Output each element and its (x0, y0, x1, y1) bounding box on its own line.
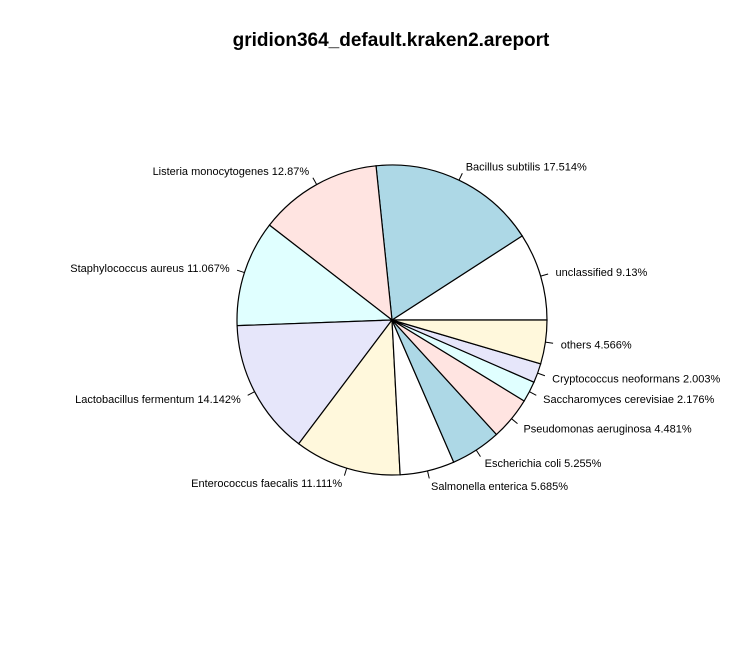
pie-slice (236, 224, 394, 327)
pie-slices (236, 164, 548, 476)
pie-slice-label: others 4.566% (561, 339, 632, 351)
pie-label-tick (540, 273, 549, 277)
pie-slice (375, 164, 524, 322)
pie-slice-label: Staphylococcus aureus 11.067% (70, 263, 230, 275)
pie-slice (391, 319, 548, 365)
pie-slice-label: Listeria monocytogenes 12.87% (153, 166, 310, 178)
pie-label-tick (247, 391, 255, 396)
pie-slice-label: Cryptococcus neoformans 2.003% (552, 373, 720, 385)
pie-slice-label: Saccharomyces cerevisiae 2.176% (543, 394, 714, 406)
pie-slice (297, 318, 401, 476)
pie-label-tick (511, 418, 518, 425)
pie-label-tick (475, 449, 481, 457)
chart-title: gridion364_default.kraken2.areport (233, 30, 550, 51)
pie-label-tick (529, 391, 537, 396)
pie-slice-label: Bacillus subtilis 17.514% (466, 161, 587, 173)
pie-slice-label: Escherichia coli 5.255% (485, 458, 602, 470)
pie-label-tick (545, 341, 554, 344)
pie-label-tick (537, 372, 546, 377)
pie-slice-label: Pseudomonas aeruginosa 4.481% (523, 424, 691, 436)
pie-label-tick (312, 177, 318, 185)
pie-label-tick (236, 269, 245, 274)
pie-label-ticks (236, 173, 554, 479)
pie-slice-label: Enterococcus faecalis 11.111% (191, 478, 342, 490)
pie-slice (268, 165, 393, 322)
pie-slice-label: unclassified 9.13% (556, 267, 648, 279)
pie-slice-label: Lactobacillus fermentum 14.142% (75, 394, 241, 406)
pie-label-tick (427, 470, 430, 479)
pie-slice (389, 235, 548, 321)
pie-label-tick (343, 468, 348, 476)
pie-label-tick (458, 173, 463, 181)
pie-labels: unclassified 9.13% Bacillus subtilis 17.5… (70, 161, 720, 493)
pie-slice-label: Salmonella enterica 5.685% (431, 481, 568, 493)
